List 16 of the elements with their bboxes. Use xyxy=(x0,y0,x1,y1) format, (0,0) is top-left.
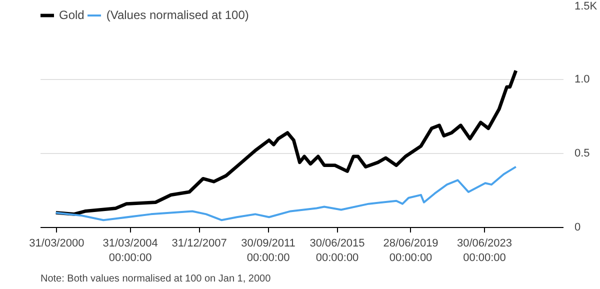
x-tick-label: 30/06/2023 00:00:00 xyxy=(456,238,512,264)
line-series xyxy=(54,166,517,222)
y-tick-label: 0 xyxy=(574,222,581,234)
y-tick-label: 0.5 xyxy=(574,148,590,160)
x-tick-label: 31/12/2007 xyxy=(172,238,227,250)
x-tick-label: 30/09/2011 00:00:00 xyxy=(241,238,296,264)
legend-label: (Values normalised at 100) xyxy=(106,8,249,22)
y-tick-label: 1.5K xyxy=(574,0,598,12)
legend-label: Gold xyxy=(59,8,84,22)
x-tick-label: 31/03/2004 00:00:00 xyxy=(102,238,158,264)
x-tick-label: 31/03/2000 xyxy=(29,238,84,250)
line-series xyxy=(54,68,518,216)
x-tick-label: 28/06/2019 00:00:00 xyxy=(383,238,438,264)
x-tick-label: 30/06/2015 00:00:00 xyxy=(310,238,365,264)
y-tick-label: 1.0 xyxy=(574,74,590,86)
text: Note: Both values normalised at 100 on Jan 1, 2000 xyxy=(40,274,272,284)
